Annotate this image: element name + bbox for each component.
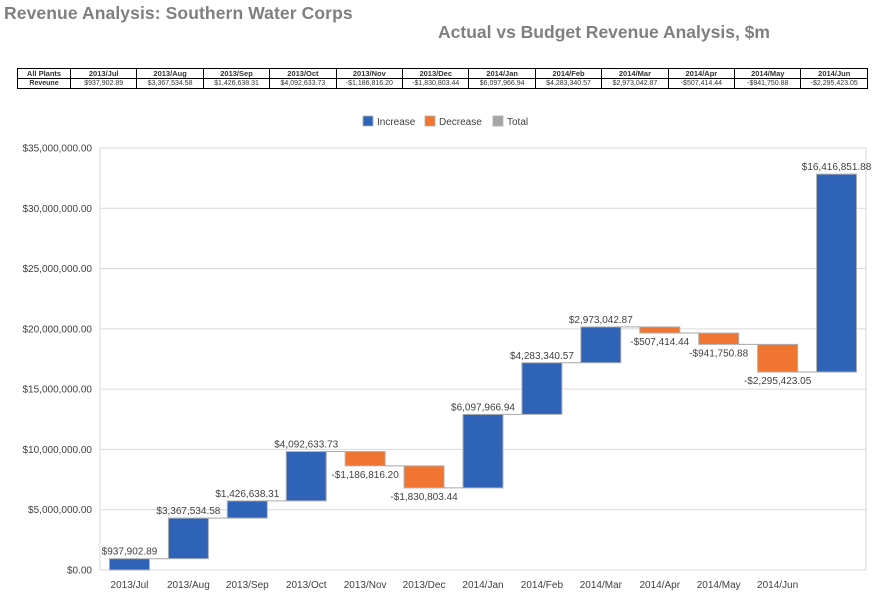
page-title: Revenue Analysis: Southern Water Corps xyxy=(4,3,353,23)
x-tick-label: 2013/Jul xyxy=(111,580,149,591)
data-label: $4,283,340.57 xyxy=(510,351,574,362)
table-header-row: All Plants 2013/Jul 2013/Aug 2013/Sep 20… xyxy=(17,68,868,79)
data-label: -$2,295,423.05 xyxy=(744,376,812,387)
chart-title: Actual vs Budget Revenue Analysis, $m xyxy=(438,22,770,42)
legend-swatch-decrease xyxy=(424,115,436,127)
legend-label-increase: Increase xyxy=(377,117,416,128)
y-tick-label: $30,000,000.00 xyxy=(22,204,92,215)
x-tick-label: 2013/Sep xyxy=(226,580,269,591)
waterfall-bar xyxy=(580,326,622,364)
x-tick-label: 2014/Apr xyxy=(639,580,680,591)
waterfall-bar xyxy=(816,173,858,373)
x-tick-label: 2013/Oct xyxy=(286,580,327,591)
legend-label-total: Total xyxy=(507,117,528,128)
y-tick-label: $5,000,000.00 xyxy=(28,505,92,516)
waterfall-bar xyxy=(698,332,740,345)
data-label: $1,426,638.31 xyxy=(215,489,279,500)
data-label: $4,092,633.73 xyxy=(274,440,338,451)
x-tick-label: 2014/Jun xyxy=(757,580,798,591)
waterfall-bar xyxy=(167,517,209,560)
y-tick-label: $10,000,000.00 xyxy=(22,445,92,456)
legend-swatch-total xyxy=(492,115,504,127)
data-label: -$1,186,816.20 xyxy=(332,470,400,481)
y-tick-label: $0.00 xyxy=(67,566,92,577)
legend-swatch-increase xyxy=(362,115,374,127)
data-label: -$941,750.88 xyxy=(689,348,748,359)
data-label: $937,902.89 xyxy=(102,547,158,558)
legend-label-decrease: Decrease xyxy=(439,117,482,128)
x-tick-label: 2014/May xyxy=(697,580,741,591)
table-cell: -$941,750.88 xyxy=(734,78,802,89)
x-tick-label: 2014/Jan xyxy=(462,580,503,591)
waterfall-bar xyxy=(344,451,386,467)
waterfall-bar xyxy=(639,326,681,334)
table-row: Reveune $937,902.89 $3,367,534.58 $1,426… xyxy=(17,78,868,89)
y-tick-label: $20,000,000.00 xyxy=(22,324,92,335)
x-tick-label: 2014/Mar xyxy=(580,580,623,591)
table-cell: -$2,295,423.05 xyxy=(800,78,868,89)
waterfall-bar xyxy=(462,413,504,489)
data-label: $6,097,966.94 xyxy=(451,402,515,413)
waterfall-bar xyxy=(521,362,563,415)
data-label: $16,416,851.88 xyxy=(802,162,872,173)
data-label: -$1,830,803.44 xyxy=(390,492,458,503)
waterfall-bar xyxy=(285,451,327,502)
x-tick-label: 2013/Aug xyxy=(167,580,210,591)
y-tick-label: $15,000,000.00 xyxy=(22,385,92,396)
waterfall-bar xyxy=(108,558,150,571)
waterfall-bar xyxy=(226,500,268,519)
y-tick-label: $35,000,000.00 xyxy=(22,144,92,155)
waterfall-bar xyxy=(757,343,799,373)
data-label: $3,367,534.58 xyxy=(156,506,220,517)
data-label: $2,973,042.87 xyxy=(569,315,633,326)
waterfall-bar xyxy=(403,465,445,489)
data-label: -$507,414.44 xyxy=(630,337,689,348)
x-tick-label: 2013/Nov xyxy=(344,580,387,591)
x-tick-label: 2014/Feb xyxy=(521,580,564,591)
revenue-summary-table: All Plants 2013/Jul 2013/Aug 2013/Sep 20… xyxy=(17,68,868,89)
x-tick-label: 2013/Dec xyxy=(403,580,446,591)
y-tick-label: $25,000,000.00 xyxy=(22,264,92,275)
